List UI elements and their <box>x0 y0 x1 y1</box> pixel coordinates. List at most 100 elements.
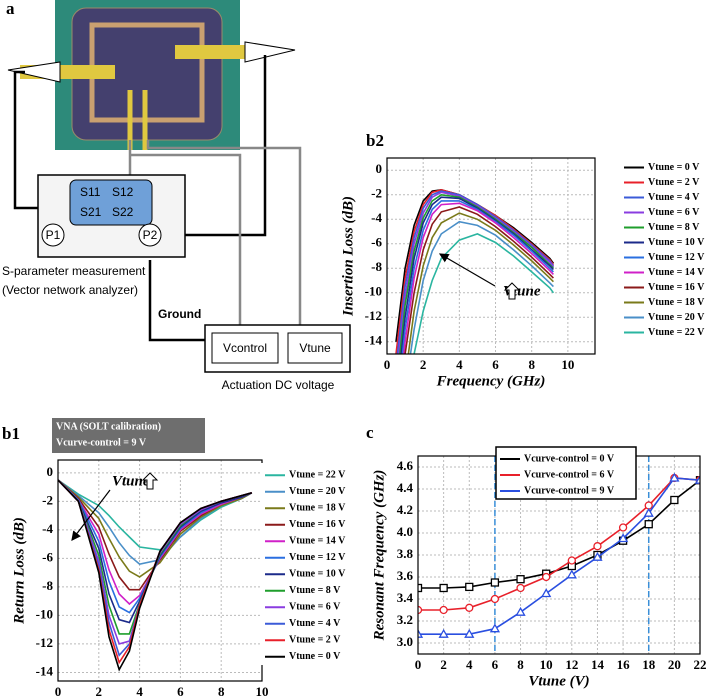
s-param: S12 <box>112 185 134 199</box>
x-tick-label: 2 <box>420 357 427 372</box>
legend-label: Vtune = 20 V <box>289 486 346 497</box>
y-tick-label: -8 <box>371 259 382 274</box>
y-tick-label: -12 <box>36 635 53 650</box>
marker <box>465 603 474 612</box>
marker <box>670 495 679 505</box>
x-tick-label: 8 <box>218 684 225 698</box>
panel-label: a <box>6 0 15 18</box>
annotation: Vtune <box>112 473 150 489</box>
cable-left <box>13 70 40 210</box>
port-label: P1 <box>46 228 61 242</box>
y-tick-label: 3.4 <box>397 590 414 605</box>
note-text: VNA (SOLT calibration) <box>56 421 161 432</box>
series-line <box>399 193 554 354</box>
marker <box>490 594 500 604</box>
x-tick-label: 0 <box>415 657 422 672</box>
y-tick-label: 3.6 <box>397 568 414 583</box>
marker <box>418 583 423 593</box>
ground-label: Ground <box>158 307 201 321</box>
legend-label: Vtune = 22 V <box>648 327 705 338</box>
x-tick-label: 6 <box>492 357 499 372</box>
annotation-arrow <box>438 253 496 287</box>
vtune-box <box>287 332 343 364</box>
probe-right <box>175 45 255 59</box>
series-line <box>418 477 700 635</box>
legend-label: Vcurve-control = 9 V <box>524 485 615 496</box>
port <box>41 223 65 247</box>
panel-label: b1 <box>2 424 20 443</box>
series-line <box>413 233 555 354</box>
x-tick-label: 14 <box>591 657 605 672</box>
series-line <box>409 220 554 354</box>
legend-label: Vtune = 4 V <box>289 618 341 629</box>
series-line <box>418 479 700 589</box>
x-tick-label: 0 <box>55 684 62 698</box>
marker <box>694 474 700 484</box>
s-param: S22 <box>112 205 134 219</box>
vcontrol-box <box>211 332 279 364</box>
y-tick-label: 0 <box>376 161 383 176</box>
cable-right <box>165 55 267 237</box>
s-param: S21 <box>80 205 102 219</box>
legend-label: Vtune = 20 V <box>648 312 705 323</box>
diagram-a: a S11 S12 S21 S22 P1 P2 S-parameter meas… <box>2 0 351 392</box>
legend-label: Vtune = 18 V <box>289 503 346 514</box>
series-line <box>58 479 253 624</box>
voltage-label: Vtune <box>299 341 331 355</box>
y-tick-label: -6 <box>42 549 53 564</box>
y-tick-label: -10 <box>365 284 382 299</box>
legend-label: Vtune = 22 V <box>289 470 346 481</box>
vna-label: (Vector network analyzer) <box>2 283 138 297</box>
marker <box>592 551 603 561</box>
y-axis-label: Resonant Frequency (GHz) <box>371 470 387 642</box>
marker <box>465 582 474 592</box>
legend-label: Vtune = 6 V <box>289 602 341 613</box>
marker <box>541 588 552 598</box>
y-tick-label: 0 <box>47 464 54 479</box>
y-tick-label: 3.2 <box>397 612 413 627</box>
series-line <box>58 479 253 672</box>
legend-label: Vtune = 8 V <box>289 585 341 596</box>
x-tick-label: 10 <box>256 684 269 698</box>
x-tick-label: 22 <box>694 657 707 672</box>
x-tick-label: 4 <box>456 357 463 372</box>
y-axis-label: Insertion Loss (dB) <box>340 196 356 317</box>
y-tick-label: 4.6 <box>397 458 414 473</box>
marker <box>515 606 526 616</box>
series-line <box>58 479 253 606</box>
series-line <box>404 206 554 354</box>
series-line <box>418 477 700 611</box>
marker <box>567 556 576 565</box>
x-tick-label: 12 <box>565 657 578 672</box>
x-tick-label: 0 <box>384 357 391 372</box>
legend-box <box>620 156 692 340</box>
marker <box>490 578 500 587</box>
series-line <box>397 191 555 354</box>
legend-label: Vtune = 0 V <box>648 162 700 173</box>
legend-label: Vtune = 16 V <box>289 519 346 530</box>
legend-label: Vtune = 8 V <box>648 222 700 233</box>
marker <box>618 523 628 532</box>
marker <box>439 583 448 593</box>
legend-label: Vtune = 18 V <box>648 297 705 308</box>
y-tick-label: 4.0 <box>397 524 413 539</box>
panel-label: b2 <box>366 131 384 150</box>
marker <box>617 533 629 543</box>
x-tick-label: 10 <box>540 657 553 672</box>
series-line <box>396 190 555 354</box>
plot-area <box>58 460 262 681</box>
legend-label: Vtune = 10 V <box>648 237 705 248</box>
up-arrow-icon <box>141 472 159 490</box>
plot-area <box>387 158 595 354</box>
y-tick-label: -14 <box>36 663 54 678</box>
marker <box>593 542 602 551</box>
legend-label: Vtune = 4 V <box>648 192 700 203</box>
series-line <box>58 479 253 578</box>
legend-label: Vcurve-control = 0 V <box>524 453 615 464</box>
y-tick-label: 4.4 <box>397 480 414 495</box>
legend-label: Vtune = 14 V <box>648 267 705 278</box>
marker <box>439 605 448 615</box>
series-line <box>401 200 554 354</box>
annotation-arrow <box>71 489 111 541</box>
y-tick-label: -14 <box>365 333 383 348</box>
